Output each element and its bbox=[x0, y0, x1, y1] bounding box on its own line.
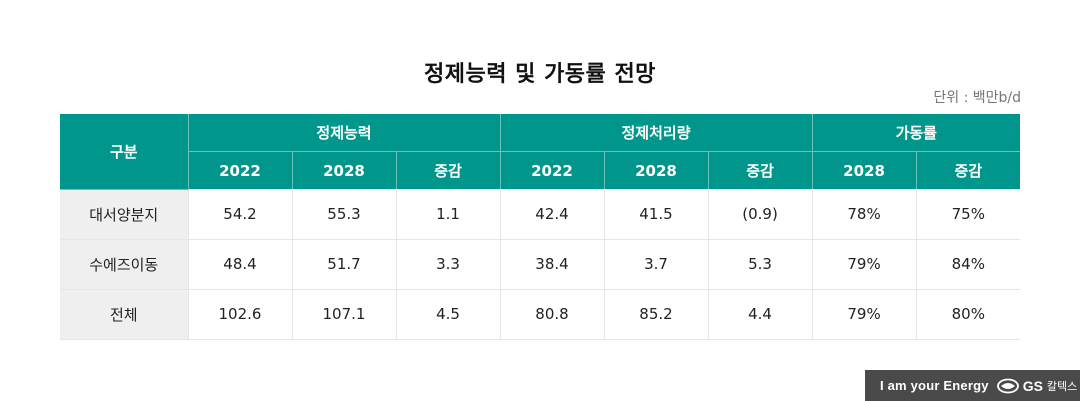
header-row-groups: 구분 정제능력 정제처리량 가동률 bbox=[60, 114, 1021, 190]
brand-name: GS bbox=[1022, 377, 1043, 394]
subheader-cell: 증감 bbox=[395, 151, 500, 189]
row-header-cell: 구분 bbox=[60, 114, 188, 190]
table-cell: 41.5 bbox=[603, 189, 708, 240]
table-cell: 48.4 bbox=[187, 239, 292, 290]
subheader-cell: 2028 bbox=[603, 151, 708, 189]
row-label: 전체 bbox=[60, 289, 188, 340]
table-cell: 42.4 bbox=[499, 189, 604, 240]
table-row: 수에즈이동 48.4 51.7 3.3 38.4 3.7 5.3 79% 84% bbox=[60, 239, 1021, 290]
table-cell: 84% bbox=[915, 239, 1021, 290]
table-cell: 78% bbox=[811, 189, 917, 240]
table-cell: 1.1 bbox=[395, 189, 500, 240]
subheader-cell: 2028 bbox=[811, 151, 917, 189]
table-cell: 4.5 bbox=[395, 289, 500, 340]
table-cell: 55.3 bbox=[291, 189, 396, 240]
table-cell: 54.2 bbox=[187, 189, 292, 240]
table-cell: 75% bbox=[915, 189, 1021, 240]
table-cell: 79% bbox=[811, 289, 917, 340]
table-cell: 38.4 bbox=[499, 239, 604, 290]
brand-name-korean: 칼텍스 bbox=[1046, 380, 1078, 393]
gs-caltex-logo-icon bbox=[996, 378, 1019, 393]
subheader-cell: 2022 bbox=[187, 151, 292, 189]
subheader-cell: 2028 bbox=[291, 151, 396, 189]
table-cell: 5.3 bbox=[707, 239, 813, 290]
table-cell: 80.8 bbox=[499, 289, 604, 340]
table-cell: 3.7 bbox=[603, 239, 708, 290]
group-header-utilization: 가동률 bbox=[811, 114, 1021, 152]
table-cell: 3.3 bbox=[395, 239, 500, 290]
capacity-table: 구분 정제능력 정제처리량 가동률 2022 2028 증감 2022 2028… bbox=[60, 114, 1021, 340]
footer-brand-badge: I am your Energy GS 칼텍스 bbox=[865, 370, 1080, 401]
group-header-throughput: 정제처리량 bbox=[499, 114, 813, 152]
table-row: 대서양분지 54.2 55.3 1.1 42.4 41.5 (0.9) 78% … bbox=[60, 189, 1021, 240]
table-row: 전체 102.6 107.1 4.5 80.8 85.2 4.4 79% 80% bbox=[60, 289, 1021, 340]
brand-tagline: I am your Energy bbox=[880, 378, 989, 393]
page-title: 정제능력 및 가동률 전망 bbox=[424, 62, 656, 87]
row-label: 대서양분지 bbox=[60, 189, 188, 240]
subheader-cell: 증감 bbox=[707, 151, 813, 189]
group-header-capacity: 정제능력 bbox=[187, 114, 500, 152]
table-cell: 79% bbox=[811, 239, 917, 290]
subheader-cell: 2022 bbox=[499, 151, 604, 189]
subheader-cell: 증감 bbox=[915, 151, 1021, 189]
table-cell: 51.7 bbox=[291, 239, 396, 290]
table-cell: 80% bbox=[915, 289, 1021, 340]
row-label: 수에즈이동 bbox=[60, 239, 188, 290]
unit-label: 단위 : 백만b/d bbox=[933, 90, 1021, 106]
table-cell: 102.6 bbox=[187, 289, 292, 340]
table-cell: (0.9) bbox=[707, 189, 813, 240]
table-cell: 107.1 bbox=[291, 289, 396, 340]
table-cell: 4.4 bbox=[707, 289, 813, 340]
header-row-years: 2022 2028 증감 2022 2028 증감 2028 증감 bbox=[60, 151, 1021, 189]
table-cell: 85.2 bbox=[603, 289, 708, 340]
